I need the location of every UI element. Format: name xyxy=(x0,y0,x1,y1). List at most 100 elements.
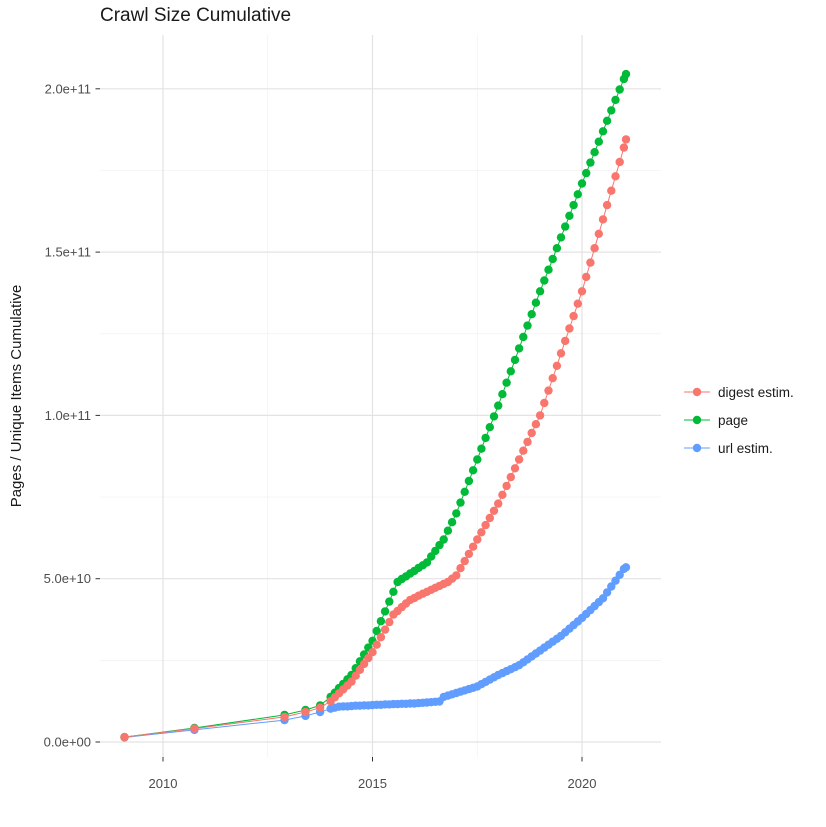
data-point xyxy=(548,374,557,383)
data-point xyxy=(573,299,582,308)
data-point xyxy=(621,69,631,79)
data-point xyxy=(611,95,620,105)
data-point xyxy=(590,244,599,253)
data-point xyxy=(586,158,595,167)
y-tick-label-0.0e+00: 0.0e+00 xyxy=(44,735,91,750)
data-point xyxy=(602,200,612,210)
data-point xyxy=(452,509,461,518)
data-point xyxy=(582,272,591,282)
legend-key-digest-estim-icon xyxy=(684,387,710,397)
data-point xyxy=(519,332,528,342)
data-point xyxy=(535,287,545,296)
data-point xyxy=(464,476,474,486)
data-point xyxy=(431,546,440,556)
data-point xyxy=(120,732,129,742)
data-point xyxy=(565,211,574,220)
y-tick-label-1.0e+11: 1.0e+11 xyxy=(45,408,91,423)
data-point xyxy=(552,244,562,253)
data-point xyxy=(582,168,591,178)
data-point xyxy=(372,626,381,636)
data-point xyxy=(602,116,612,126)
data-point xyxy=(607,186,616,195)
y-tick-label-2.0e+11: 2.0e+11 xyxy=(45,81,91,96)
data-point xyxy=(598,594,608,603)
y-axis-title: Pages / Unique Items Cumulative xyxy=(8,285,25,508)
data-point xyxy=(544,265,553,274)
legend-label-page: page xyxy=(718,412,749,428)
data-point xyxy=(443,526,453,535)
data-point xyxy=(594,137,603,146)
data-point xyxy=(502,481,511,491)
data-point xyxy=(615,570,624,579)
legend-label-url-estim: url estim. xyxy=(718,440,773,456)
data-point xyxy=(447,518,457,527)
data-point xyxy=(456,564,465,573)
data-point xyxy=(611,172,620,181)
data-point xyxy=(481,433,490,443)
data-point xyxy=(385,597,394,606)
data-point xyxy=(439,535,448,544)
data-point xyxy=(519,446,528,455)
data-point xyxy=(456,498,465,507)
data-point xyxy=(489,412,499,421)
data-point xyxy=(573,190,582,199)
y-tick-label-5.0e+10: 5.0e+10 xyxy=(44,571,91,586)
data-point xyxy=(607,106,616,115)
data-point xyxy=(380,607,390,616)
data-point xyxy=(615,85,624,94)
data-point xyxy=(577,179,587,188)
data-point xyxy=(280,712,289,722)
data-point xyxy=(364,653,373,663)
data-point xyxy=(619,143,629,152)
y-tick-label-1.5e+11: 1.5e+11 xyxy=(45,245,91,260)
data-point xyxy=(376,617,386,626)
data-point xyxy=(527,310,536,319)
data-point xyxy=(452,571,461,580)
data-point xyxy=(368,648,377,657)
data-point xyxy=(485,423,494,432)
data-point xyxy=(347,677,356,686)
x-tick-label-2010: 2010 xyxy=(149,776,178,791)
data-point xyxy=(351,671,360,680)
data-point xyxy=(502,378,511,387)
data-point xyxy=(301,707,310,717)
data-point xyxy=(376,633,386,642)
legend-item-url-estim: url estim. xyxy=(682,434,794,462)
data-point xyxy=(464,549,474,559)
data-point xyxy=(561,336,570,346)
data-point xyxy=(498,390,507,399)
data-point xyxy=(602,588,612,597)
legend: digest estim. page url estim. xyxy=(682,378,794,462)
data-point xyxy=(569,200,578,210)
data-point xyxy=(372,640,381,649)
data-point xyxy=(510,464,520,473)
data-point xyxy=(586,258,595,267)
data-point xyxy=(389,587,398,596)
data-point xyxy=(477,444,486,453)
data-point xyxy=(385,617,394,627)
data-point xyxy=(506,367,515,376)
data-point xyxy=(355,665,365,674)
data-point xyxy=(485,513,494,523)
data-point xyxy=(561,222,570,231)
series-page xyxy=(120,69,631,742)
data-point xyxy=(190,724,199,733)
data-point xyxy=(540,276,549,285)
data-point xyxy=(556,349,566,358)
data-point xyxy=(556,233,566,242)
x-tick-label-2015: 2015 xyxy=(358,776,387,791)
data-point xyxy=(489,506,499,515)
data-point xyxy=(527,428,536,438)
legend-item-digest-estim: digest estim. xyxy=(682,378,794,406)
data-point xyxy=(523,437,532,447)
data-point xyxy=(552,361,562,370)
data-point xyxy=(514,344,524,353)
data-point xyxy=(380,625,390,634)
legend-key-url-estim-icon xyxy=(684,443,710,453)
data-point xyxy=(590,148,599,157)
data-point xyxy=(510,355,520,365)
data-point xyxy=(514,455,524,464)
series-digest-estim xyxy=(120,135,631,742)
data-point xyxy=(535,411,545,420)
